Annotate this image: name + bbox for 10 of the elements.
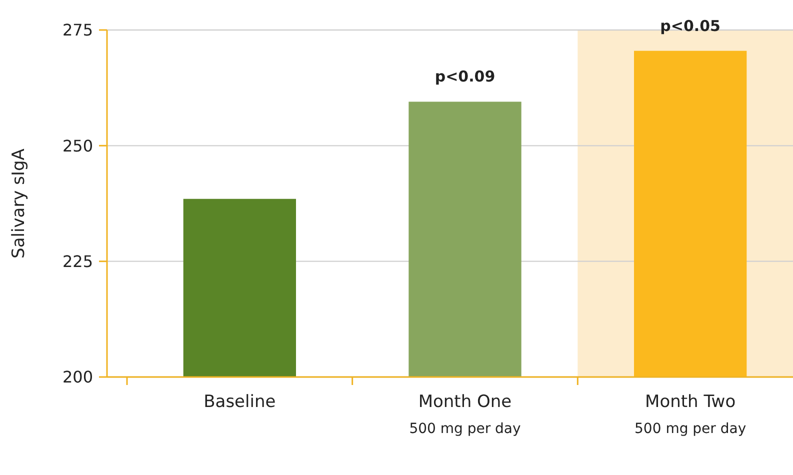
y-tick-label: 200 [62, 368, 93, 387]
y-tick-label: 250 [62, 136, 93, 156]
annotation: p<0.09 [434, 68, 496, 86]
annotation: p<0.05 [660, 16, 720, 35]
y-axis-title: Salivary sIgA [9, 148, 29, 258]
x-tick-label: Baseline [204, 392, 276, 412]
x-tick-label: Month Two 500 mg per day [634, 392, 746, 437]
x-tick-label: Month One 500 mg per day [409, 392, 521, 437]
y-tick-label: 275 [62, 20, 93, 40]
y-tick-label: 225 [62, 252, 93, 271]
